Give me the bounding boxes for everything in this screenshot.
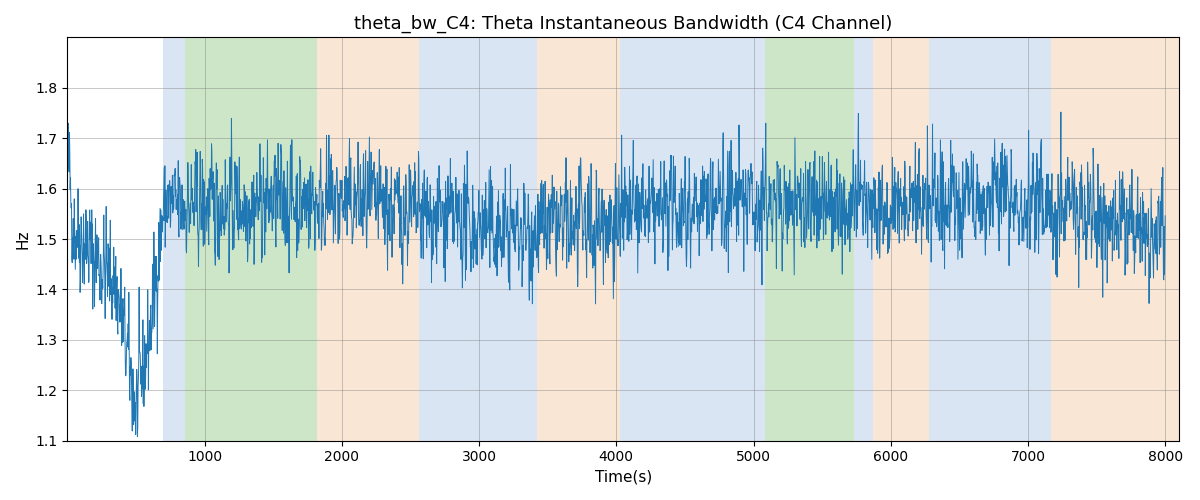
- Bar: [317, 38, 419, 440]
- Bar: [853, 38, 872, 440]
- Bar: [929, 38, 1051, 440]
- X-axis label: Time(s): Time(s): [594, 470, 652, 485]
- Bar: [1051, 38, 1178, 440]
- Bar: [419, 38, 536, 440]
- Bar: [163, 38, 186, 440]
- Bar: [764, 38, 853, 440]
- Bar: [186, 38, 317, 440]
- Title: theta_bw_C4: Theta Instantaneous Bandwidth (C4 Channel): theta_bw_C4: Theta Instantaneous Bandwid…: [354, 15, 893, 34]
- Bar: [536, 38, 620, 440]
- Y-axis label: Hz: Hz: [16, 230, 30, 249]
- Bar: [872, 38, 929, 440]
- Bar: [736, 38, 764, 440]
- Bar: [620, 38, 736, 440]
